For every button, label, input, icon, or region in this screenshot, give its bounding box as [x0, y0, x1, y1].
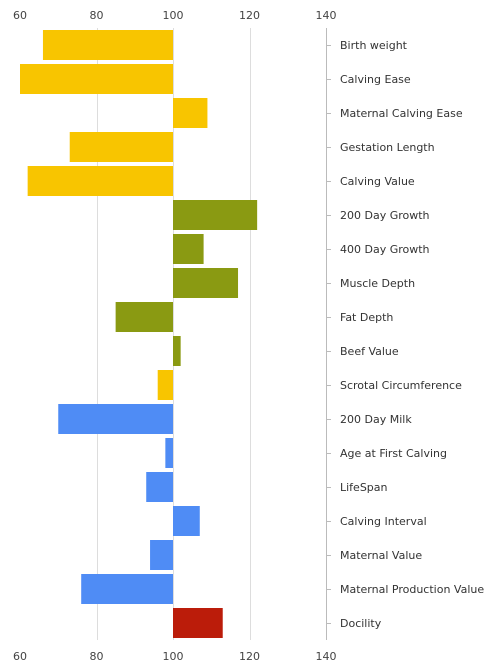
category-axis: [326, 28, 331, 640]
category-label: LifeSpan: [340, 481, 388, 494]
top-tick-labels: 60 80 100 120 140: [13, 9, 337, 22]
category-label: Calving Value: [340, 175, 415, 188]
bar-age-at-first-calving: [165, 438, 173, 468]
bottom-tick-labels: 60 80 100 120 140: [13, 650, 337, 663]
bar-200-day-growth: [173, 200, 258, 230]
bar-birth-weight: [42, 30, 174, 60]
bar-docility: [173, 608, 223, 638]
bar-maternal-value: [150, 540, 173, 570]
category-label: Maternal Production Value: [340, 583, 484, 596]
bar-400-day-growth: [173, 234, 204, 264]
category-label: 200 Day Growth: [340, 209, 430, 222]
category-label: Calving Ease: [340, 73, 411, 86]
top-tick-label: 140: [316, 9, 337, 22]
category-label: Fat Depth: [340, 311, 393, 324]
bar-calving-interval: [173, 506, 200, 536]
category-label: Muscle Depth: [340, 277, 415, 290]
bar-calving-value: [27, 166, 174, 196]
bottom-tick-label: 60: [13, 650, 27, 663]
category-label: Maternal Calving Ease: [340, 107, 463, 120]
category-label: Beef Value: [340, 345, 399, 358]
gridlines: [97, 28, 327, 640]
category-label: Docility: [340, 617, 382, 630]
bar-beef-value: [173, 336, 181, 366]
bar-200-day-milk: [58, 404, 173, 434]
bottom-tick-label: 80: [90, 650, 104, 663]
bar-gestation-length: [69, 132, 173, 162]
bar-fat-depth: [115, 302, 173, 332]
bar-scrotal-circumference: [157, 370, 173, 400]
category-labels: Birth weight Calving Ease Maternal Calving…: [340, 39, 484, 630]
bottom-tick-label: 100: [163, 650, 184, 663]
bar-lifespan: [146, 472, 173, 502]
bar-maternal-production-value: [81, 574, 173, 604]
bar-muscle-depth: [173, 268, 239, 298]
top-tick-label: 100: [163, 9, 184, 22]
top-tick-label: 60: [13, 9, 27, 22]
top-tick-label: 80: [90, 9, 104, 22]
category-label: Birth weight: [340, 39, 408, 52]
category-label: Maternal Value: [340, 549, 422, 562]
category-label: 400 Day Growth: [340, 243, 430, 256]
category-label: Scrotal Circumference: [340, 379, 462, 392]
bars: [20, 30, 258, 638]
category-label: Age at First Calving: [340, 447, 447, 460]
category-label: 200 Day Milk: [340, 413, 412, 426]
top-tick-label: 120: [239, 9, 260, 22]
category-label: Gestation Length: [340, 141, 435, 154]
bottom-tick-label: 140: [316, 650, 337, 663]
bar-calving-ease: [20, 64, 173, 94]
bottom-tick-label: 120: [239, 650, 260, 663]
category-label: Calving Interval: [340, 515, 427, 528]
bar-maternal-calving-ease: [173, 98, 208, 128]
